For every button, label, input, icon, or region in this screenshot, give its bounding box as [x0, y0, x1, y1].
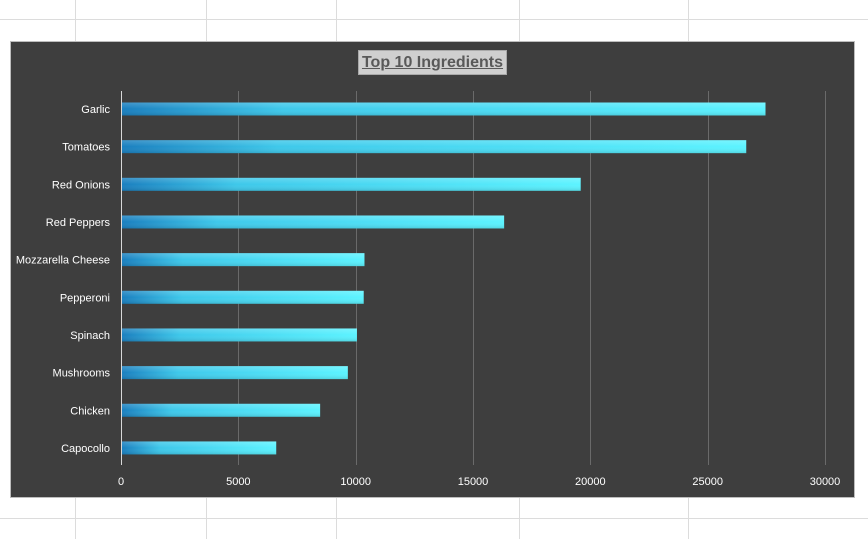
bar[interactable] — [122, 215, 505, 229]
bar[interactable] — [122, 290, 364, 304]
x-tick-label: 10000 — [340, 476, 371, 488]
sheet-row-line — [0, 19, 868, 20]
x-tick-label: 5000 — [226, 476, 250, 488]
bar[interactable] — [122, 403, 321, 417]
category-label: Tomatoes — [62, 142, 110, 154]
category-label: Pepperoni — [60, 292, 110, 304]
category-label: Red Onions — [52, 179, 111, 191]
x-tick-label: 15000 — [458, 476, 489, 488]
category-label: Red Peppers — [46, 217, 111, 229]
bar-shade — [122, 140, 747, 154]
x-tick-label: 0 — [118, 476, 124, 488]
category-label: Mushrooms — [53, 368, 111, 380]
bar-shade — [122, 253, 365, 267]
x-tick-label: 25000 — [692, 476, 723, 488]
bars — [122, 102, 766, 455]
bar[interactable] — [122, 102, 766, 116]
bar[interactable] — [122, 177, 581, 191]
chart-title[interactable]: Top 10 Ingredients — [358, 50, 507, 75]
bar[interactable] — [122, 253, 365, 267]
x-tick-label: 20000 — [575, 476, 606, 488]
category-labels: Garlic Tomatoes Red Onions Red Peppers Mozza… — [16, 104, 111, 455]
bar-shade — [122, 403, 321, 417]
bar[interactable] — [122, 328, 357, 342]
bar-shade — [122, 366, 348, 380]
category-label: Chicken — [70, 405, 110, 417]
sheet-row-line — [0, 518, 868, 519]
bar-shade — [122, 177, 581, 191]
category-label: Capocollo — [61, 443, 110, 455]
bar-shade — [122, 328, 357, 342]
category-label: Mozzarella Cheese — [16, 255, 110, 267]
bar-shade — [122, 102, 766, 116]
x-tick-labels: 0 5000 10000 15000 20000 25000 30000 — [118, 476, 840, 488]
category-label: Spinach — [70, 330, 110, 342]
gridlines — [121, 91, 826, 465]
bar[interactable] — [122, 140, 747, 154]
bar-shade — [122, 290, 364, 304]
category-label: Garlic — [81, 104, 110, 116]
bar-shade — [122, 215, 505, 229]
bar[interactable] — [122, 366, 348, 380]
chart-area[interactable] — [10, 41, 855, 498]
bar[interactable] — [122, 441, 277, 455]
bar-shade — [122, 441, 277, 455]
x-tick-label: 30000 — [810, 476, 841, 488]
